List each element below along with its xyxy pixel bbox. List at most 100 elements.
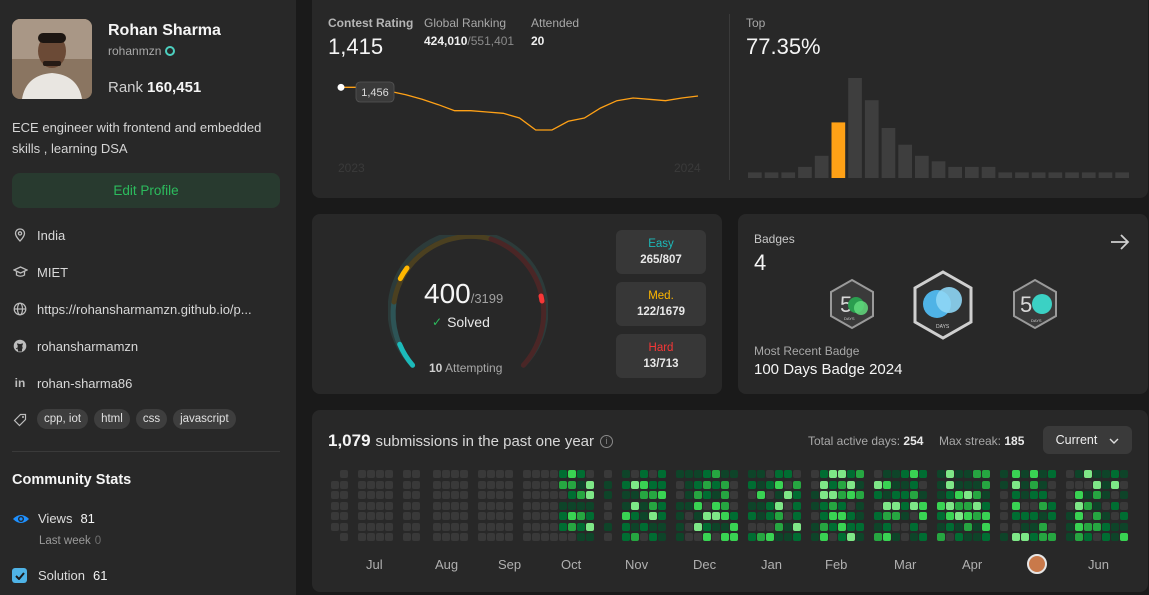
may-badge-icon[interactable] — [1027, 554, 1047, 574]
rating-tooltip — [355, 81, 395, 103]
period-dropdown-value: Current — [1055, 433, 1098, 447]
active-days: Total active days: 254 — [808, 434, 923, 448]
sidebar-divider — [12, 451, 280, 452]
github-row[interactable]: rohansharmamzn — [12, 336, 138, 356]
website-row[interactable]: https://rohansharmamzn.github.io/p... — [12, 299, 252, 319]
histogram-bar — [1031, 172, 1046, 178]
histogram-bar — [1065, 172, 1079, 178]
ranking-histogram[interactable] — [746, 70, 1130, 180]
submissions-label: submissions in the past one year — [375, 432, 594, 450]
max-streak-label: Max streak: — [939, 434, 1002, 448]
edit-profile-button[interactable]: Edit Profile — [12, 173, 280, 208]
tag-icon — [12, 412, 28, 428]
histogram-bar — [1015, 172, 1029, 178]
solution-check-icon — [12, 568, 27, 583]
skill-tag[interactable]: cpp, iot — [37, 409, 89, 429]
global-ranking-value: 424,010/551,401 — [424, 34, 514, 48]
submissions-title: 1,079 submissions in the past one year i — [328, 431, 613, 451]
hard-stat-box[interactable]: Hard 13/713 — [616, 334, 706, 378]
rating-value: 1,415 — [328, 34, 384, 59]
skill-tag[interactable]: css — [135, 409, 168, 429]
histogram-bar — [981, 166, 996, 178]
attended-label: Attended — [531, 16, 580, 30]
solved-label: ✓ Solved — [432, 314, 490, 330]
histogram-bar — [965, 166, 979, 178]
rank-row: Rank 160,451 — [108, 79, 201, 96]
badges-title: Badges — [754, 232, 795, 246]
school-row: MIET — [12, 262, 68, 282]
svg-text:5: 5 — [840, 292, 852, 317]
views-sub-value: 0 — [94, 535, 102, 547]
rank-value: 160,451 — [147, 79, 202, 96]
rating-line-chart[interactable]: 1,456 2023 2024 — [328, 70, 718, 180]
github-icon — [12, 338, 28, 354]
eye-icon — [12, 512, 30, 526]
medium-label: Med. — [648, 290, 674, 302]
skill-tag[interactable]: javascript — [173, 409, 236, 429]
month-label: Sep — [498, 557, 522, 572]
easy-stat-box[interactable]: Easy 265/807 — [616, 230, 706, 274]
easy-label: Easy — [648, 238, 674, 250]
attempting-label: Attempting — [445, 361, 503, 375]
medium-value: 122/1679 — [637, 306, 685, 318]
hard-progress-arc — [538, 293, 545, 304]
location-text: India — [37, 227, 66, 243]
skill-tag[interactable]: html — [94, 409, 130, 429]
active-days-label: Total active days: — [808, 434, 901, 448]
histogram-bar — [948, 166, 962, 178]
solved-total: /3199 — [470, 291, 504, 306]
histogram-bar — [998, 172, 1013, 178]
100-days-badge-icon[interactable]: DAYS — [911, 270, 975, 340]
histogram-bar — [848, 78, 862, 178]
month-label: Feb — [825, 557, 848, 572]
histogram-bar — [864, 100, 879, 178]
histogram-bar — [898, 144, 912, 178]
submissions-count: 1,079 — [328, 431, 371, 450]
50-days-badge-icon[interactable]: 5 DAYS — [1009, 278, 1061, 330]
website-link[interactable]: https://rohansharmamzn.github.io/p... — [37, 301, 252, 317]
max-streak-value: 185 — [1004, 434, 1025, 448]
recent-badge-label: Most Recent Badge — [754, 344, 860, 358]
top-label: Top — [746, 16, 766, 30]
active-days-value: 254 — [903, 434, 924, 448]
profile-sidebar — [0, 0, 296, 595]
x-tick-label: 2023 — [338, 161, 365, 175]
solution-label: Solution — [38, 568, 85, 583]
avatar[interactable] — [12, 19, 92, 99]
x-tick-label: 2024 — [674, 161, 701, 175]
histogram-bar — [931, 161, 946, 178]
linkedin-row[interactable]: in rohan-sharma86 — [12, 373, 133, 393]
50-days-badge-icon[interactable]: 5 DAYS — [826, 278, 878, 330]
arrow-right-icon[interactable] — [1108, 230, 1132, 259]
svg-text:5: 5 — [1020, 292, 1032, 317]
contest-divider — [729, 14, 730, 180]
period-dropdown[interactable]: Current — [1043, 426, 1132, 454]
solved-value: 400 — [424, 278, 471, 309]
user-handle: rohanmzn — [108, 44, 176, 58]
handle-text: rohanmzn — [108, 44, 162, 58]
linkedin-link[interactable]: rohan-sharma86 — [37, 375, 133, 391]
global-rank: 424,010 — [424, 34, 468, 48]
github-link[interactable]: rohansharmamzn — [37, 338, 139, 354]
check-icon: ✓ — [432, 315, 443, 329]
svg-text:DAYS: DAYS — [844, 316, 855, 321]
month-label: Oct — [561, 557, 582, 572]
solution-stat: Solution 61 — [12, 568, 107, 583]
svg-text:DAYS: DAYS — [1031, 318, 1042, 323]
info-icon[interactable]: i — [600, 434, 613, 448]
globe-icon — [12, 301, 28, 317]
rank-label: Rank — [108, 79, 144, 96]
solved-progress-ring[interactable] — [388, 235, 548, 377]
submissions-card — [312, 410, 1148, 592]
histogram-bar — [831, 122, 846, 178]
rating-line — [341, 86, 699, 131]
histogram-bar — [915, 155, 929, 178]
histogram-bar — [1048, 172, 1063, 178]
solution-value: 61 — [92, 568, 108, 583]
histogram-bar — [1081, 172, 1096, 178]
graduation-cap-icon — [12, 264, 28, 280]
medium-stat-box[interactable]: Med. 122/1679 — [616, 282, 706, 326]
histogram-bar — [881, 128, 896, 178]
svg-text:DAYS: DAYS — [936, 324, 950, 330]
month-label: Jun — [1088, 557, 1109, 572]
